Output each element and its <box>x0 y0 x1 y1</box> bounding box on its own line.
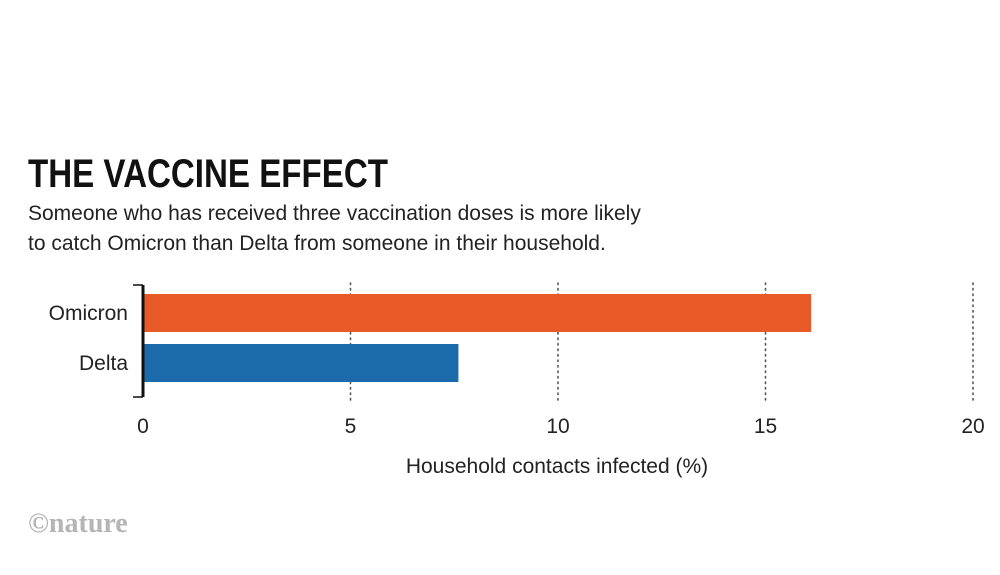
x-tick-label-0: 0 <box>137 415 149 438</box>
plot-area: Omicron Delta 0 5 10 15 20 <box>49 282 985 438</box>
chart-title: THE VACCINE EFFECT <box>28 152 388 196</box>
category-label-delta: Delta <box>79 352 128 375</box>
bar-delta <box>143 344 459 382</box>
x-tick-label-5: 5 <box>345 415 357 438</box>
nature-credit: ©nature <box>28 508 128 539</box>
x-tick-label-15: 15 <box>754 415 777 438</box>
x-tick-label-20: 20 <box>961 415 984 438</box>
x-axis-label: Household contacts infected (%) <box>406 455 708 478</box>
chart-subtitle-line-2: to catch Omicron than Delta from someone… <box>28 232 606 255</box>
category-label-omicron: Omicron <box>49 302 128 325</box>
bar-omicron <box>143 294 812 332</box>
chart-subtitle-line-1: Someone who has received three vaccinati… <box>28 202 641 225</box>
x-tick-label-10: 10 <box>546 415 569 438</box>
